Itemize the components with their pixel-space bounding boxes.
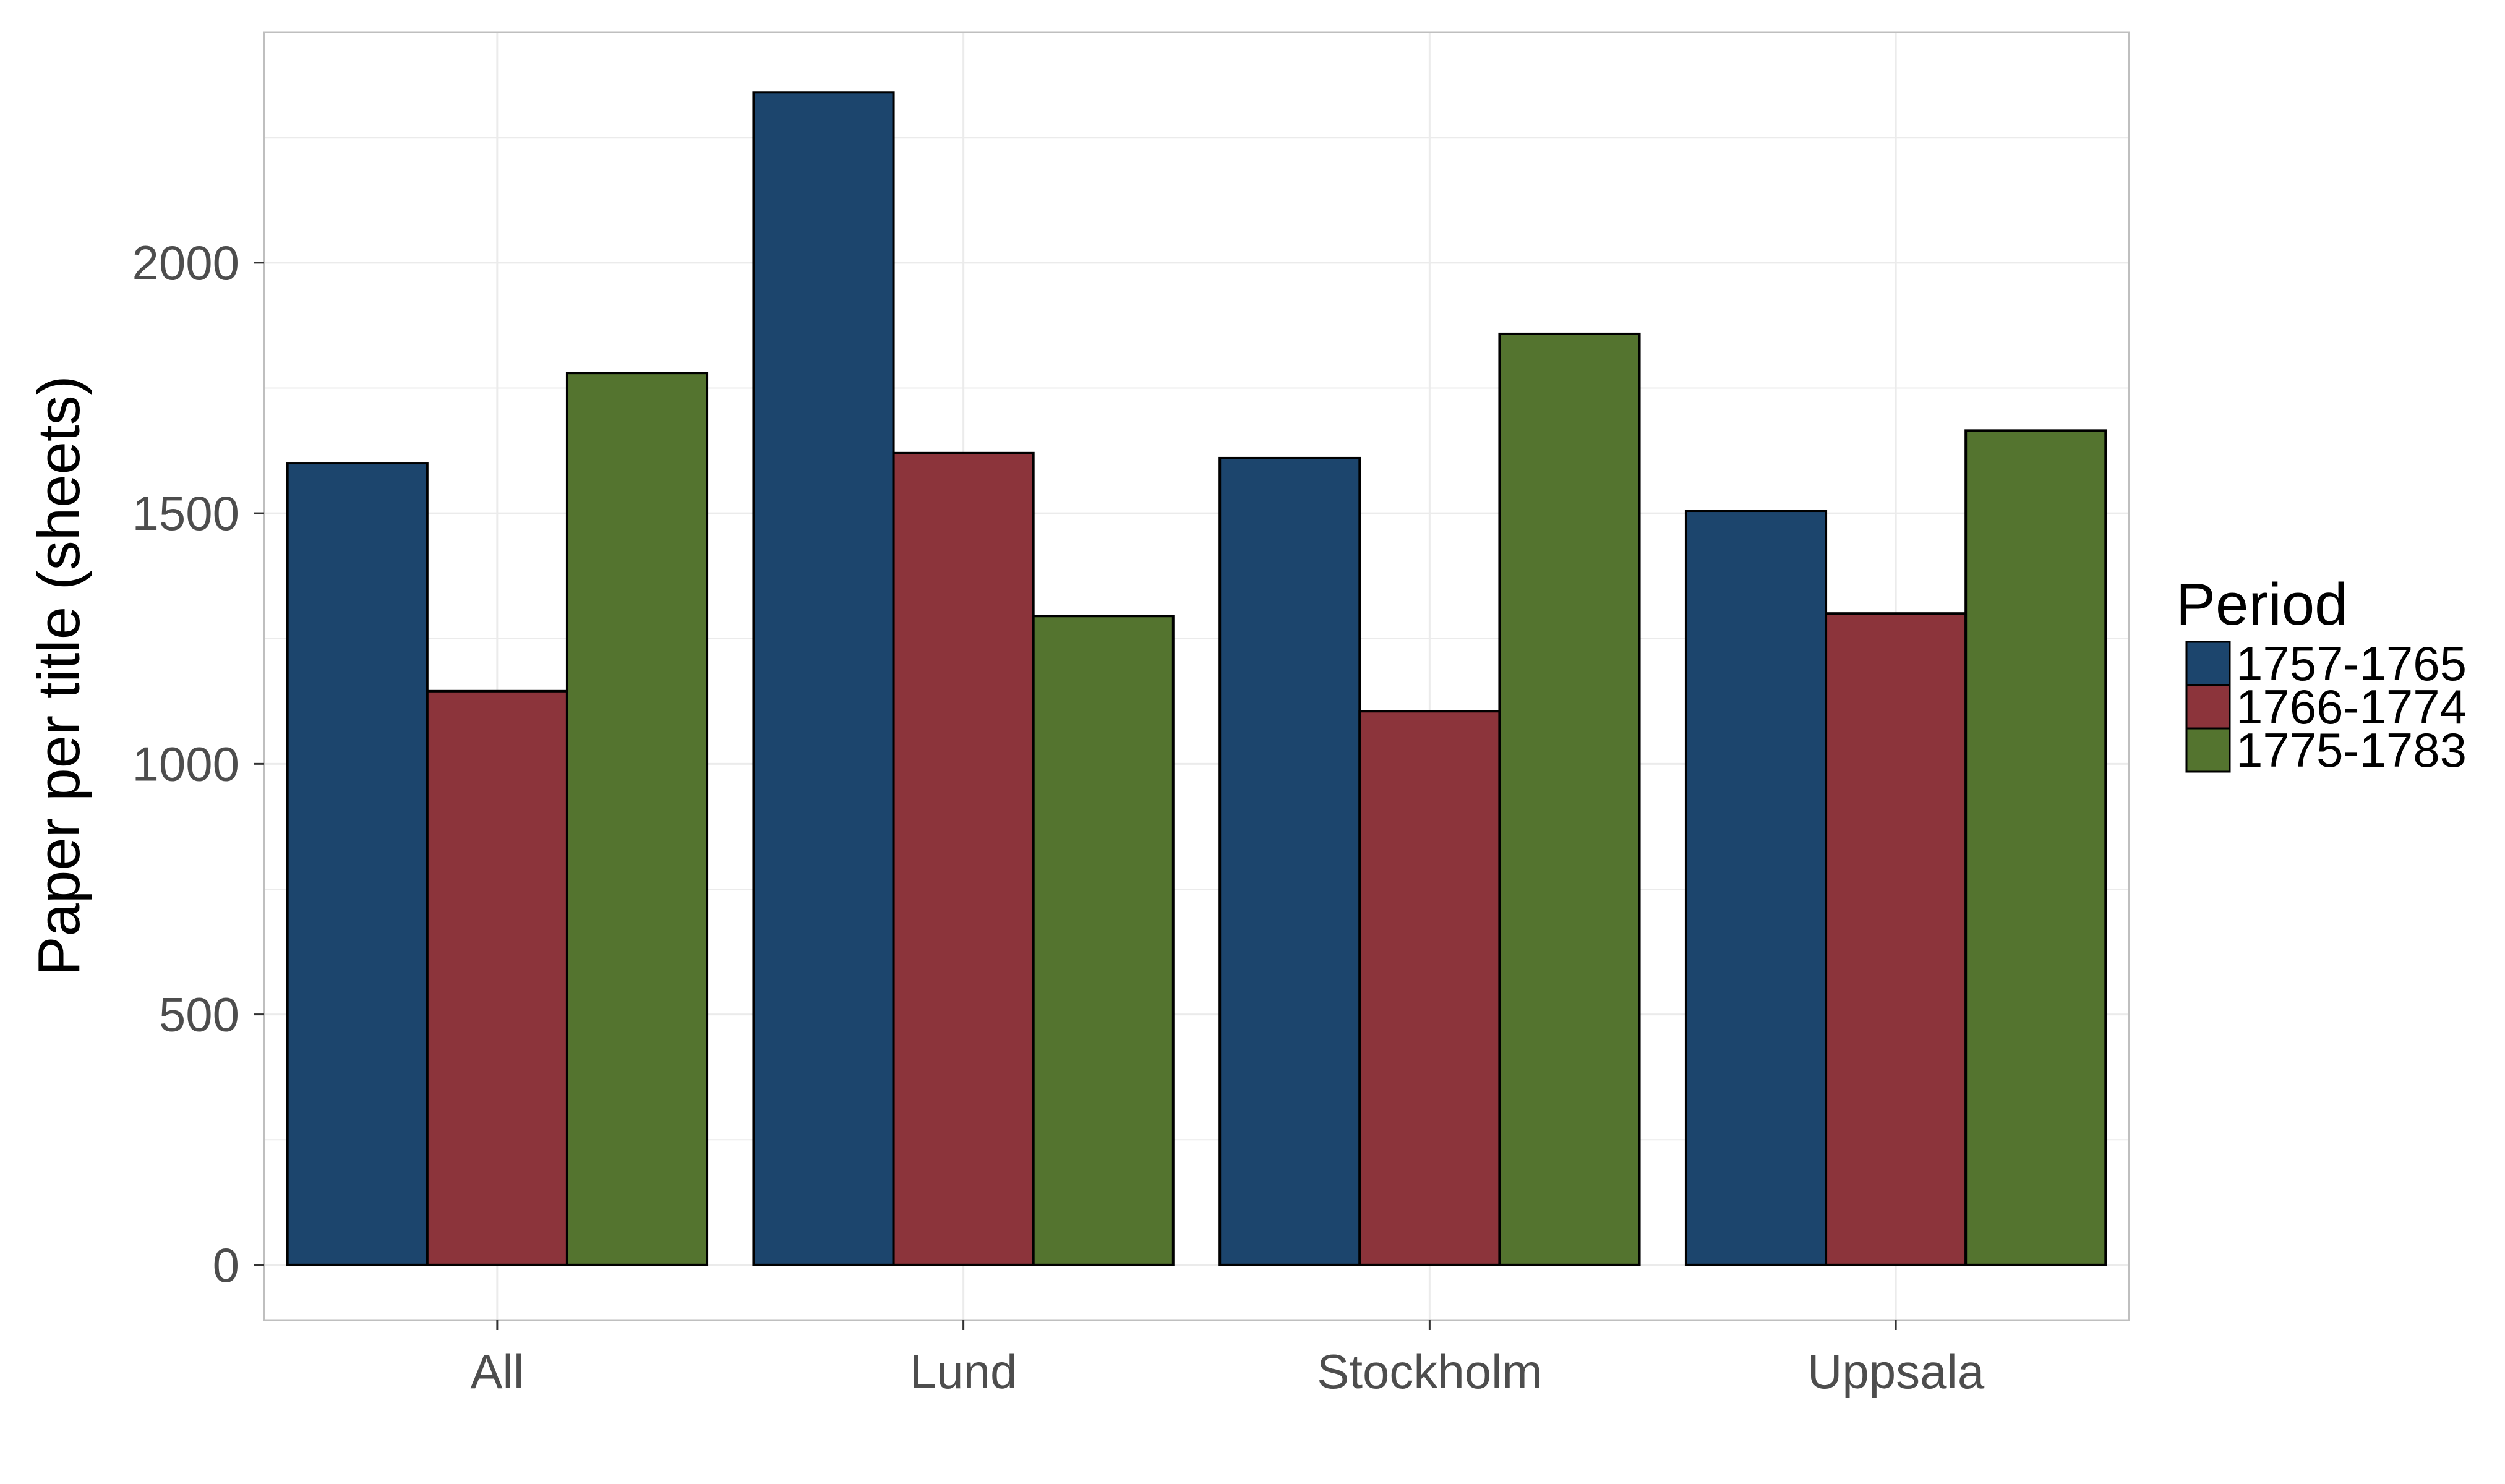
legend-title: Period [2176, 571, 2348, 638]
legend-key-1766-1774 [2185, 684, 2231, 730]
bar-stockholm-1757-1765 [1218, 456, 1361, 1266]
legend-label: 1766-1774 [2236, 680, 2467, 734]
bar-uppsala-1775-1783 [1964, 429, 2107, 1266]
x-tick-label: Lund [910, 1344, 1017, 1399]
y-axis-title: Paper per title (sheets) [26, 375, 92, 976]
bar-stockholm-1775-1783 [1498, 332, 1641, 1266]
x-tick-label: All [471, 1344, 525, 1399]
y-axis: 0 500 1000 1500 2000 [132, 236, 264, 1292]
x-axis: All Lund Stockholm Uppsala [471, 1320, 1985, 1399]
y-tick-label: 500 [159, 987, 239, 1042]
bar-all-1775-1783 [565, 372, 709, 1266]
y-tick-label: 0 [213, 1238, 239, 1292]
bar-lund-1766-1774 [892, 451, 1035, 1266]
bar-lund-1775-1783 [1032, 615, 1175, 1266]
y-tick-label: 1500 [132, 486, 239, 540]
legend-label: 1775-1783 [2236, 723, 2467, 777]
bar-all-1766-1774 [426, 689, 568, 1266]
legend-label: 1757-1765 [2236, 636, 2467, 691]
y-tick-label: 1000 [132, 736, 239, 791]
bar-all-1757-1765 [286, 462, 429, 1266]
legend-key-1757-1765 [2185, 641, 2231, 686]
legend-key-1775-1783 [2185, 727, 2231, 773]
bars [286, 91, 2107, 1266]
plot-panel-border [263, 31, 2130, 1321]
y-tick-label: 2000 [132, 236, 239, 290]
bar-lund-1757-1765 [752, 91, 895, 1266]
bar-uppsala-1757-1765 [1684, 510, 1828, 1266]
x-tick-label: Uppsala [1807, 1344, 1985, 1399]
bar-stockholm-1766-1774 [1358, 710, 1501, 1266]
x-tick-label: Stockholm [1317, 1344, 1542, 1399]
bar-uppsala-1766-1774 [1825, 612, 1968, 1266]
